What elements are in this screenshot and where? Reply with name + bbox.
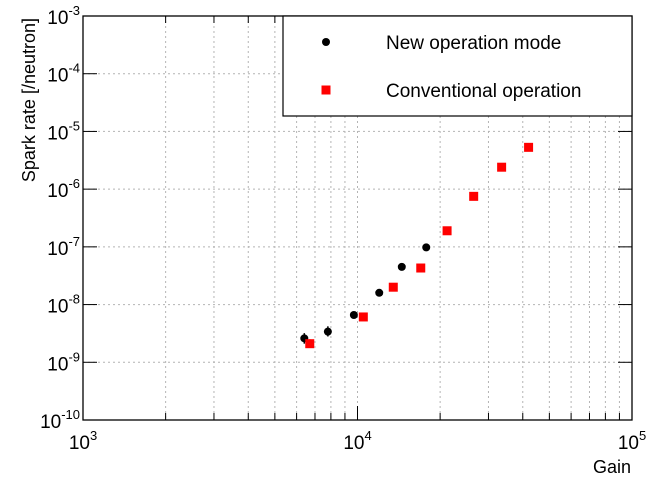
y-tick-label: 10-8 (47, 292, 80, 318)
data-point-square (305, 339, 315, 349)
y-tick-label-exponent: -8 (68, 292, 80, 307)
legend-box (282, 15, 633, 117)
data-point-circle (323, 327, 332, 336)
x-tick-label: 103 (69, 428, 97, 454)
data-point-square (388, 282, 398, 292)
y-tick-label: 10-7 (47, 234, 80, 260)
y-tick-label-exponent: -4 (68, 61, 80, 76)
x-tick-label-base: 10 (343, 433, 364, 454)
x-tick-label-base: 10 (618, 433, 639, 454)
y-tick-label-exponent: -3 (68, 3, 80, 18)
x-tick-label: 104 (343, 428, 371, 454)
y-tick-label-base: 10 (47, 66, 68, 87)
x-tick-label-exponent: 3 (90, 428, 97, 443)
x-tick-label-base: 10 (69, 433, 90, 454)
data-point-square (524, 142, 534, 152)
series-conventional (305, 142, 534, 349)
legend: New operation mode Conventional operatio… (282, 15, 633, 117)
data-point-circle (397, 262, 406, 271)
legend-marker-new-operation (322, 38, 330, 46)
y-tick-label: 10-6 (47, 176, 80, 202)
data-point-circle (349, 310, 358, 319)
data-point-circle (422, 243, 431, 252)
data-marks (300, 142, 534, 349)
y-axis-title: Spark rate [/neutron] (19, 18, 39, 182)
y-tick-label-base: 10 (47, 123, 68, 144)
y-tick-label-exponent: -5 (68, 118, 80, 133)
y-tick-label: 10-9 (47, 349, 80, 375)
series-new-operation (300, 243, 431, 344)
x-axis-title: Gain (593, 457, 631, 477)
y-tick-label-exponent: -9 (68, 349, 80, 364)
data-point-square (497, 162, 507, 172)
y-tick-label-base: 10 (40, 412, 61, 433)
data-point-square (469, 191, 479, 201)
y-tick-label: 10-3 (47, 3, 80, 29)
data-point-square (416, 263, 426, 273)
y-tick-label-base: 10 (47, 239, 68, 260)
grid-lines (83, 16, 632, 420)
x-tick-labels: 103 104 105 (69, 428, 646, 454)
y-tick-label-exponent: -10 (61, 407, 80, 422)
y-tick-label-exponent: -7 (68, 234, 80, 249)
y-tick-label-base: 10 (47, 8, 68, 29)
y-tick-label: 10-5 (47, 118, 80, 144)
y-tick-label-base: 10 (47, 354, 68, 375)
legend-label-conventional: Conventional operation (386, 81, 581, 102)
data-point-square (358, 312, 368, 322)
y-tick-label: 10-4 (47, 61, 80, 87)
y-tick-label-base: 10 (47, 297, 68, 318)
legend-label-new-operation: New operation mode (386, 33, 561, 54)
y-tick-label-base: 10 (47, 181, 68, 202)
data-point-circle (375, 288, 384, 297)
data-point-square (442, 226, 452, 236)
x-tick-label-exponent: 4 (364, 428, 371, 443)
legend-marker-conventional (321, 85, 331, 95)
y-tick-label-exponent: -6 (68, 176, 80, 191)
y-tick-label: 10-10 (40, 407, 80, 433)
x-tick-label-exponent: 5 (639, 428, 646, 443)
x-tick-label: 105 (618, 428, 646, 454)
